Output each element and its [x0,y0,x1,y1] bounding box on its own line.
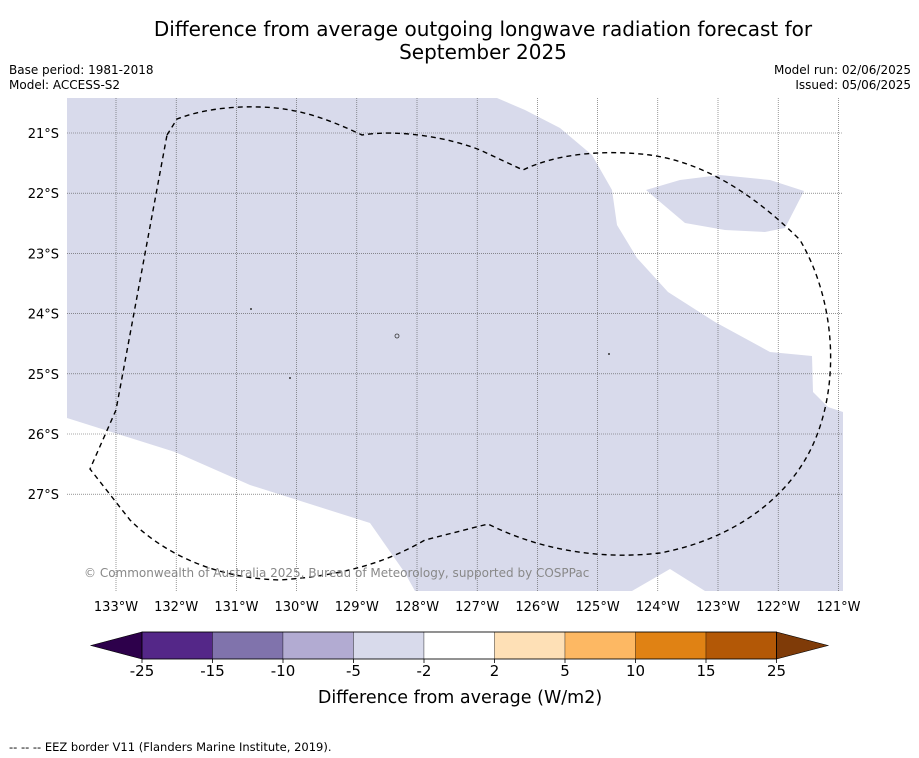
lat-label: 24°S [28,308,59,323]
island-ring [394,333,400,339]
lon-label: 124°W [636,600,680,615]
colorbar-segment [494,631,566,660]
island-dot [289,377,291,379]
colorbar-segment [564,631,636,660]
map-title: Difference from average outgoing longwav… [0,18,919,64]
lon-label: 122°W [756,600,800,615]
colorbar-segment [705,631,777,660]
colorbar-tick-label: 25 [767,662,786,680]
copyright-notice: © Commonwealth of Australia 2025, Bureau… [84,566,589,580]
colorbar-tick-label: -5 [346,662,361,680]
colorbar-tick-label: -15 [200,662,225,680]
colorbar-label: Difference from average (W/m2) [318,688,602,708]
lon-label: 123°W [696,600,740,615]
lon-label: 132°W [154,600,198,615]
lon-label: 126°W [515,600,559,615]
lat-label: 25°S [28,368,59,383]
base-period: Base period: 1981-2018 [9,63,154,77]
model-run: Model run: 02/06/2025 [773,63,911,77]
lat-label: 22°S [28,187,59,202]
eez-legend-note: -- -- -- EEZ border V11 (Flanders Marine… [9,740,332,754]
colorbar-extend-min [89,631,143,660]
lat-label: 21°S [28,127,59,142]
lon-label: 128°W [395,600,439,615]
anomaly-region-large [67,98,843,591]
lon-label: 133°W [94,600,138,615]
colorbar-tick-label: -10 [271,662,296,680]
lat-label: 27°S [28,488,59,503]
lon-label: 131°W [214,600,258,615]
title-line-1: Difference from average outgoing longwav… [153,17,813,41]
colorbar-tick-label: 5 [560,662,570,680]
title-line-2: September 2025 [399,40,567,64]
island-dot [250,308,252,310]
colorbar-tick-label: -2 [417,662,432,680]
eez-border-line [89,106,832,581]
run-info: Model run: 02/06/2025 Issued: 05/06/2025 [774,63,911,93]
colorbar-outline [141,631,777,660]
lon-label: 130°W [275,600,319,615]
colorbar-tick-label: 10 [626,662,645,680]
colorbar-segment [141,631,213,660]
colorbar-extend-max [776,631,830,660]
colorbar-segment [353,631,425,660]
gridlines [67,98,843,591]
lon-label: 127°W [455,600,499,615]
colorbar-tick-label: -25 [130,662,155,680]
colorbar: -25 -15 -10 -5 -2 2 5 10 15 25 [89,631,830,680]
longitude-labels: 133°W 132°W 131°W 130°W 129°W 128°W 127°W 126°W… [94,600,861,615]
island-dot [608,353,610,355]
colorbar-segment [635,631,707,660]
anomaly-region-east [646,175,804,232]
lon-label: 121°W [816,600,860,615]
colorbar-segment [282,631,354,660]
lat-label: 26°S [28,428,59,443]
lon-label: 125°W [576,600,620,615]
colorbar-tick-label: 2 [490,662,500,680]
map-panel [67,98,843,591]
issued-date: Issued: 05/06/2025 [795,78,911,92]
colorbar-segment [212,631,284,660]
colorbar-tick-label: 15 [696,662,715,680]
model-name: Model: ACCESS-S2 [9,78,121,92]
lon-label: 129°W [335,600,379,615]
base-info: Base period: 1981-2018 Model: ACCESS-S2 [9,63,154,93]
lat-label: 23°S [28,247,59,262]
colorbar-segment [423,631,495,660]
latitude-labels: 21°S 22°S 23°S 24°S 25°S 26°S 27°S [28,127,59,503]
